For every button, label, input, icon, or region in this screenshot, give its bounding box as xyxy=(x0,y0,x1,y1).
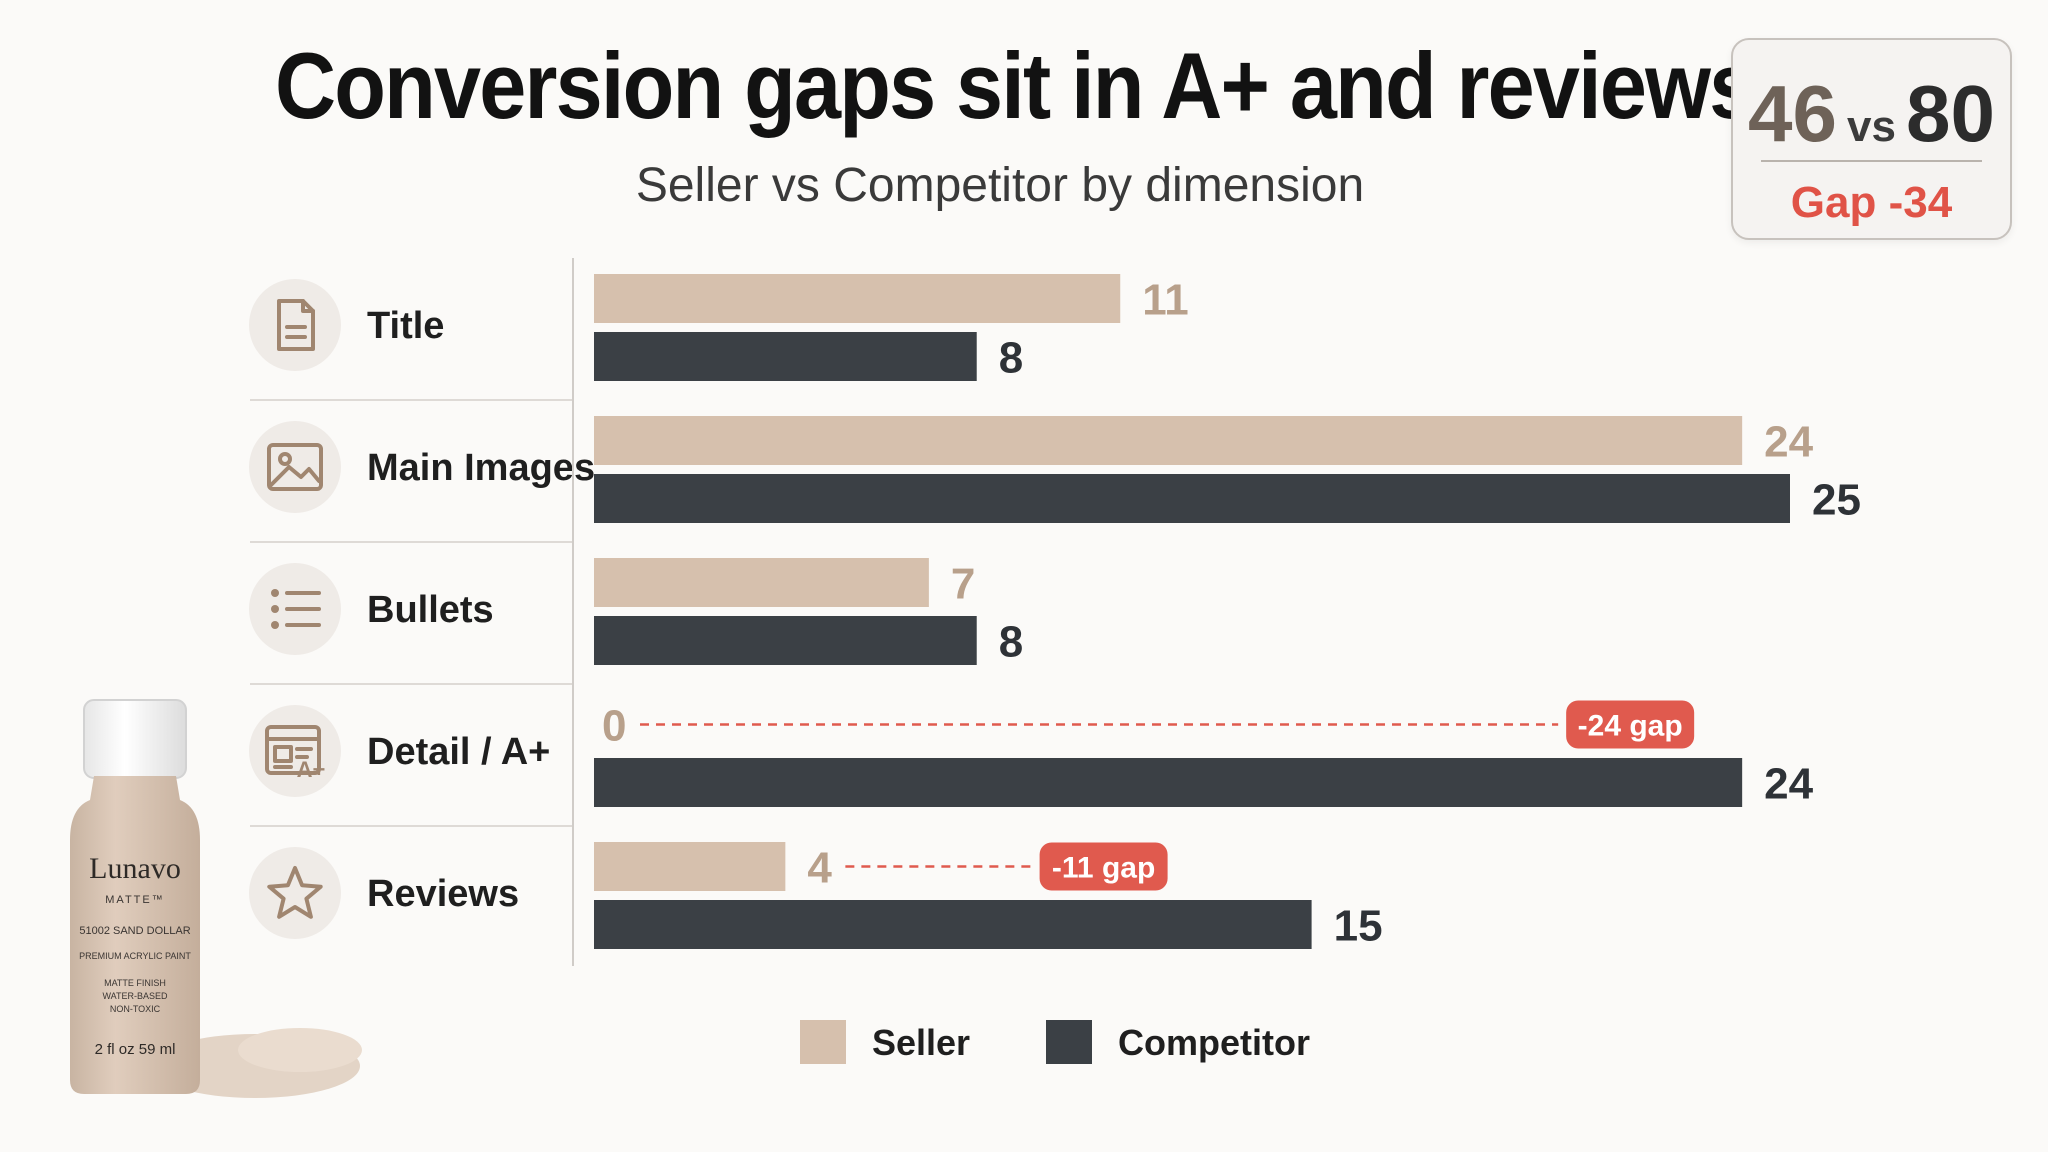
competitor-bar xyxy=(594,758,1743,807)
seller-score: 46 xyxy=(1748,69,1838,158)
competitor-score: 80 xyxy=(1905,69,1995,158)
star-icon xyxy=(267,866,323,919)
seller-value-label: 0 xyxy=(602,702,626,751)
competitor-bar xyxy=(594,616,977,665)
seller-bar xyxy=(594,416,1743,465)
product-brand: Lunavo xyxy=(89,852,181,885)
product-feature: NON-TOXIC xyxy=(110,1004,161,1014)
category-label: Detail / A+ xyxy=(367,731,550,773)
gap-badge xyxy=(1039,842,1168,891)
category-label: Reviews xyxy=(367,873,519,915)
category-label: Main Images xyxy=(367,447,595,489)
competitor-value-label: 8 xyxy=(999,334,1023,383)
gap-badge-label: -24 gap xyxy=(1578,710,1683,743)
score-line: 46 vs 80 xyxy=(1733,68,2010,160)
gap-badge-label: -11 gap xyxy=(1052,852,1155,885)
category-icon-badge xyxy=(249,705,341,797)
product-shade: 51002 SAND DOLLAR xyxy=(79,925,190,937)
bottle-cap xyxy=(83,699,187,779)
paint-bottle-image: Lunavo MATTE™ 51002 SAND DOLLAR PREMIUM … xyxy=(70,699,362,1098)
svg-text:A+: A+ xyxy=(297,757,326,782)
category-label: Bullets xyxy=(367,589,494,631)
legend-swatch xyxy=(800,1020,846,1064)
seller-value-label: 24 xyxy=(1764,418,1813,467)
legend-label: Competitor xyxy=(1118,1022,1310,1063)
legend-swatch xyxy=(1046,1020,1092,1064)
seller-value-label: 4 xyxy=(807,844,832,893)
competitor-value-label: 15 xyxy=(1334,902,1383,951)
page-title: Conversion gaps sit in A+ and reviews. xyxy=(275,33,1778,138)
competitor-value-label: 8 xyxy=(999,618,1023,667)
list-icon xyxy=(271,589,321,629)
chart-legend: Seller Competitor xyxy=(800,1020,1310,1064)
seller-bar xyxy=(594,842,786,891)
score-card: 46 vs 80 Gap -34 xyxy=(1731,38,2012,240)
score-divider xyxy=(1761,160,1982,162)
product-volume: 2 fl oz 59 ml xyxy=(95,1041,176,1058)
gap-score-label: Gap -34 xyxy=(1790,178,1953,227)
seller-bar xyxy=(594,274,1121,323)
seller-value-label: 7 xyxy=(951,560,975,609)
page-subtitle: Seller vs Competitor by dimension xyxy=(635,159,1365,212)
category-icon-badge xyxy=(249,421,341,513)
bottle-body xyxy=(70,776,200,1094)
competitor-bar xyxy=(594,474,1790,523)
competitor-value-label: 24 xyxy=(1764,760,1813,809)
layout-aplus-icon: A+ xyxy=(265,725,326,782)
category-label: Title xyxy=(367,305,444,347)
product-line: MATTE™ xyxy=(105,894,164,906)
seller-bar xyxy=(594,558,929,607)
image-icon xyxy=(267,443,323,491)
product-feature: WATER-BASED xyxy=(102,991,168,1001)
chart-rows: Title Main Images Bullets A+ Detail / A+ Revi… xyxy=(249,279,595,939)
document-icon xyxy=(277,299,315,351)
gap-badge xyxy=(1566,700,1695,749)
product-feature: MATTE FINISH xyxy=(104,978,166,988)
seller-value-label: 11 xyxy=(1142,276,1189,325)
vs-label: vs xyxy=(1847,102,1896,151)
category-icon-badge xyxy=(249,847,341,939)
legend-label: Seller xyxy=(872,1022,970,1063)
competitor-value-label: 25 xyxy=(1812,476,1861,525)
competitor-bar xyxy=(594,332,977,381)
product-type: PREMIUM ACRYLIC PAINT xyxy=(79,951,191,961)
competitor-bar xyxy=(594,900,1312,949)
